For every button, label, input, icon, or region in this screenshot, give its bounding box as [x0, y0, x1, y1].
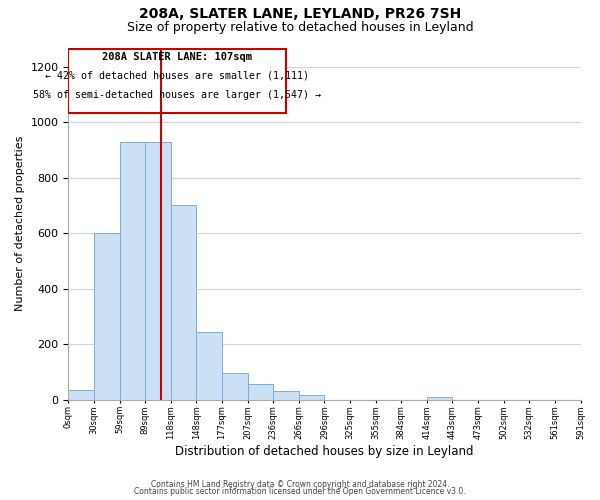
Bar [145, 142, 171, 400]
Text: ← 42% of detached houses are smaller (1,111): ← 42% of detached houses are smaller (1,… [45, 71, 309, 81]
Bar [273, 391, 299, 400]
Bar [68, 390, 94, 400]
Bar [68, 49, 286, 112]
Y-axis label: Number of detached properties: Number of detached properties [15, 136, 25, 311]
Bar [299, 394, 325, 400]
Bar [248, 384, 273, 400]
X-axis label: Distribution of detached houses by size in Leyland: Distribution of detached houses by size … [175, 444, 474, 458]
Bar [196, 332, 222, 400]
Text: Contains HM Land Registry data © Crown copyright and database right 2024.: Contains HM Land Registry data © Crown c… [151, 480, 449, 489]
Text: 58% of semi-detached houses are larger (1,547) →: 58% of semi-detached houses are larger (… [33, 90, 321, 101]
Text: Size of property relative to detached houses in Leyland: Size of property relative to detached ho… [127, 21, 473, 34]
Bar [171, 206, 196, 400]
Bar [222, 373, 248, 400]
Bar [119, 142, 145, 400]
Text: Contains public sector information licensed under the Open Government Licence v3: Contains public sector information licen… [134, 487, 466, 496]
Text: 208A, SLATER LANE, LEYLAND, PR26 7SH: 208A, SLATER LANE, LEYLAND, PR26 7SH [139, 8, 461, 22]
Text: 208A SLATER LANE: 107sqm: 208A SLATER LANE: 107sqm [102, 52, 252, 62]
Bar [427, 396, 452, 400]
Bar [94, 233, 119, 400]
